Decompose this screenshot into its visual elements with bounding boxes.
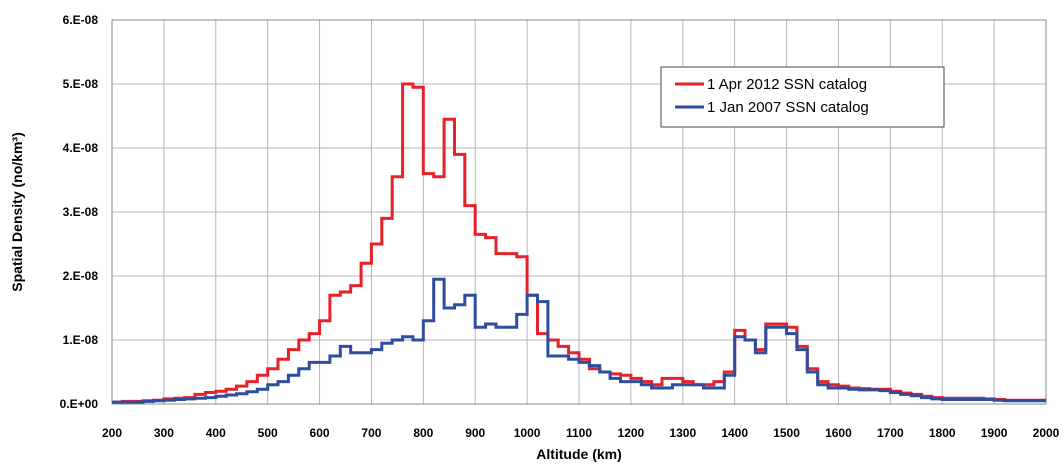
x-tick-label: 800: [413, 426, 433, 440]
x-tick-label: 300: [154, 426, 174, 440]
x-tick-label: 1100: [566, 426, 592, 440]
legend: 1 Apr 2012 SSN catalog 1 Jan 2007 SSN ca…: [660, 66, 945, 128]
y-tick-label: 0.E+00: [60, 397, 99, 411]
x-tick-label: 1200: [618, 426, 645, 440]
series-layer: [112, 82, 1046, 404]
x-tick-label: 1700: [877, 426, 904, 440]
y-axis-label: Spatial Density (no/km³): [9, 132, 25, 291]
x-tick-label: 1400: [721, 426, 748, 440]
x-tick-label: 1600: [825, 426, 852, 440]
legend-box: [660, 66, 945, 128]
y-tick-label: 5.E-08: [63, 77, 99, 91]
legend-label-2007: 1 Jan 2007 SSN catalog: [707, 99, 869, 116]
x-tick-label: 2000: [1033, 426, 1060, 440]
x-tick-label: 900: [465, 426, 485, 440]
y-tick-label: 3.E-08: [63, 205, 99, 219]
x-tick-label: 1900: [981, 426, 1008, 440]
x-tick-label: 500: [258, 426, 278, 440]
x-tick-label: 1000: [514, 426, 541, 440]
x-tick-label: 1800: [929, 426, 956, 440]
y-tick-label: 1.E-08: [63, 333, 99, 347]
x-tick-label: 200: [102, 426, 122, 440]
plot-area: [111, 19, 1047, 405]
y-tick-label: 2.E-08: [63, 269, 99, 283]
y-tick-label: 6.E-08: [63, 13, 99, 27]
y-tick-label: 4.E-08: [63, 141, 99, 155]
x-axis-ticks: 200 300 400 500 600 700 800 900 1000 1100 1200 1300…: [102, 426, 1060, 440]
y-axis-ticks: 0.E+00 1.E-08 2.E-08 3.E-08 4.E-08 5.E-08 6.E-…: [60, 13, 99, 411]
x-tick-label: 1300: [669, 426, 696, 440]
x-tick-label: 700: [361, 426, 381, 440]
legend-label-2012: 1 Apr 2012 SSN catalog: [707, 76, 867, 93]
x-axis-label: Altitude (km): [536, 446, 622, 462]
x-tick-label: 400: [206, 426, 226, 440]
x-tick-label: 600: [310, 426, 330, 440]
series-line-1: [112, 277, 1046, 404]
x-tick-label: 1500: [773, 426, 800, 440]
